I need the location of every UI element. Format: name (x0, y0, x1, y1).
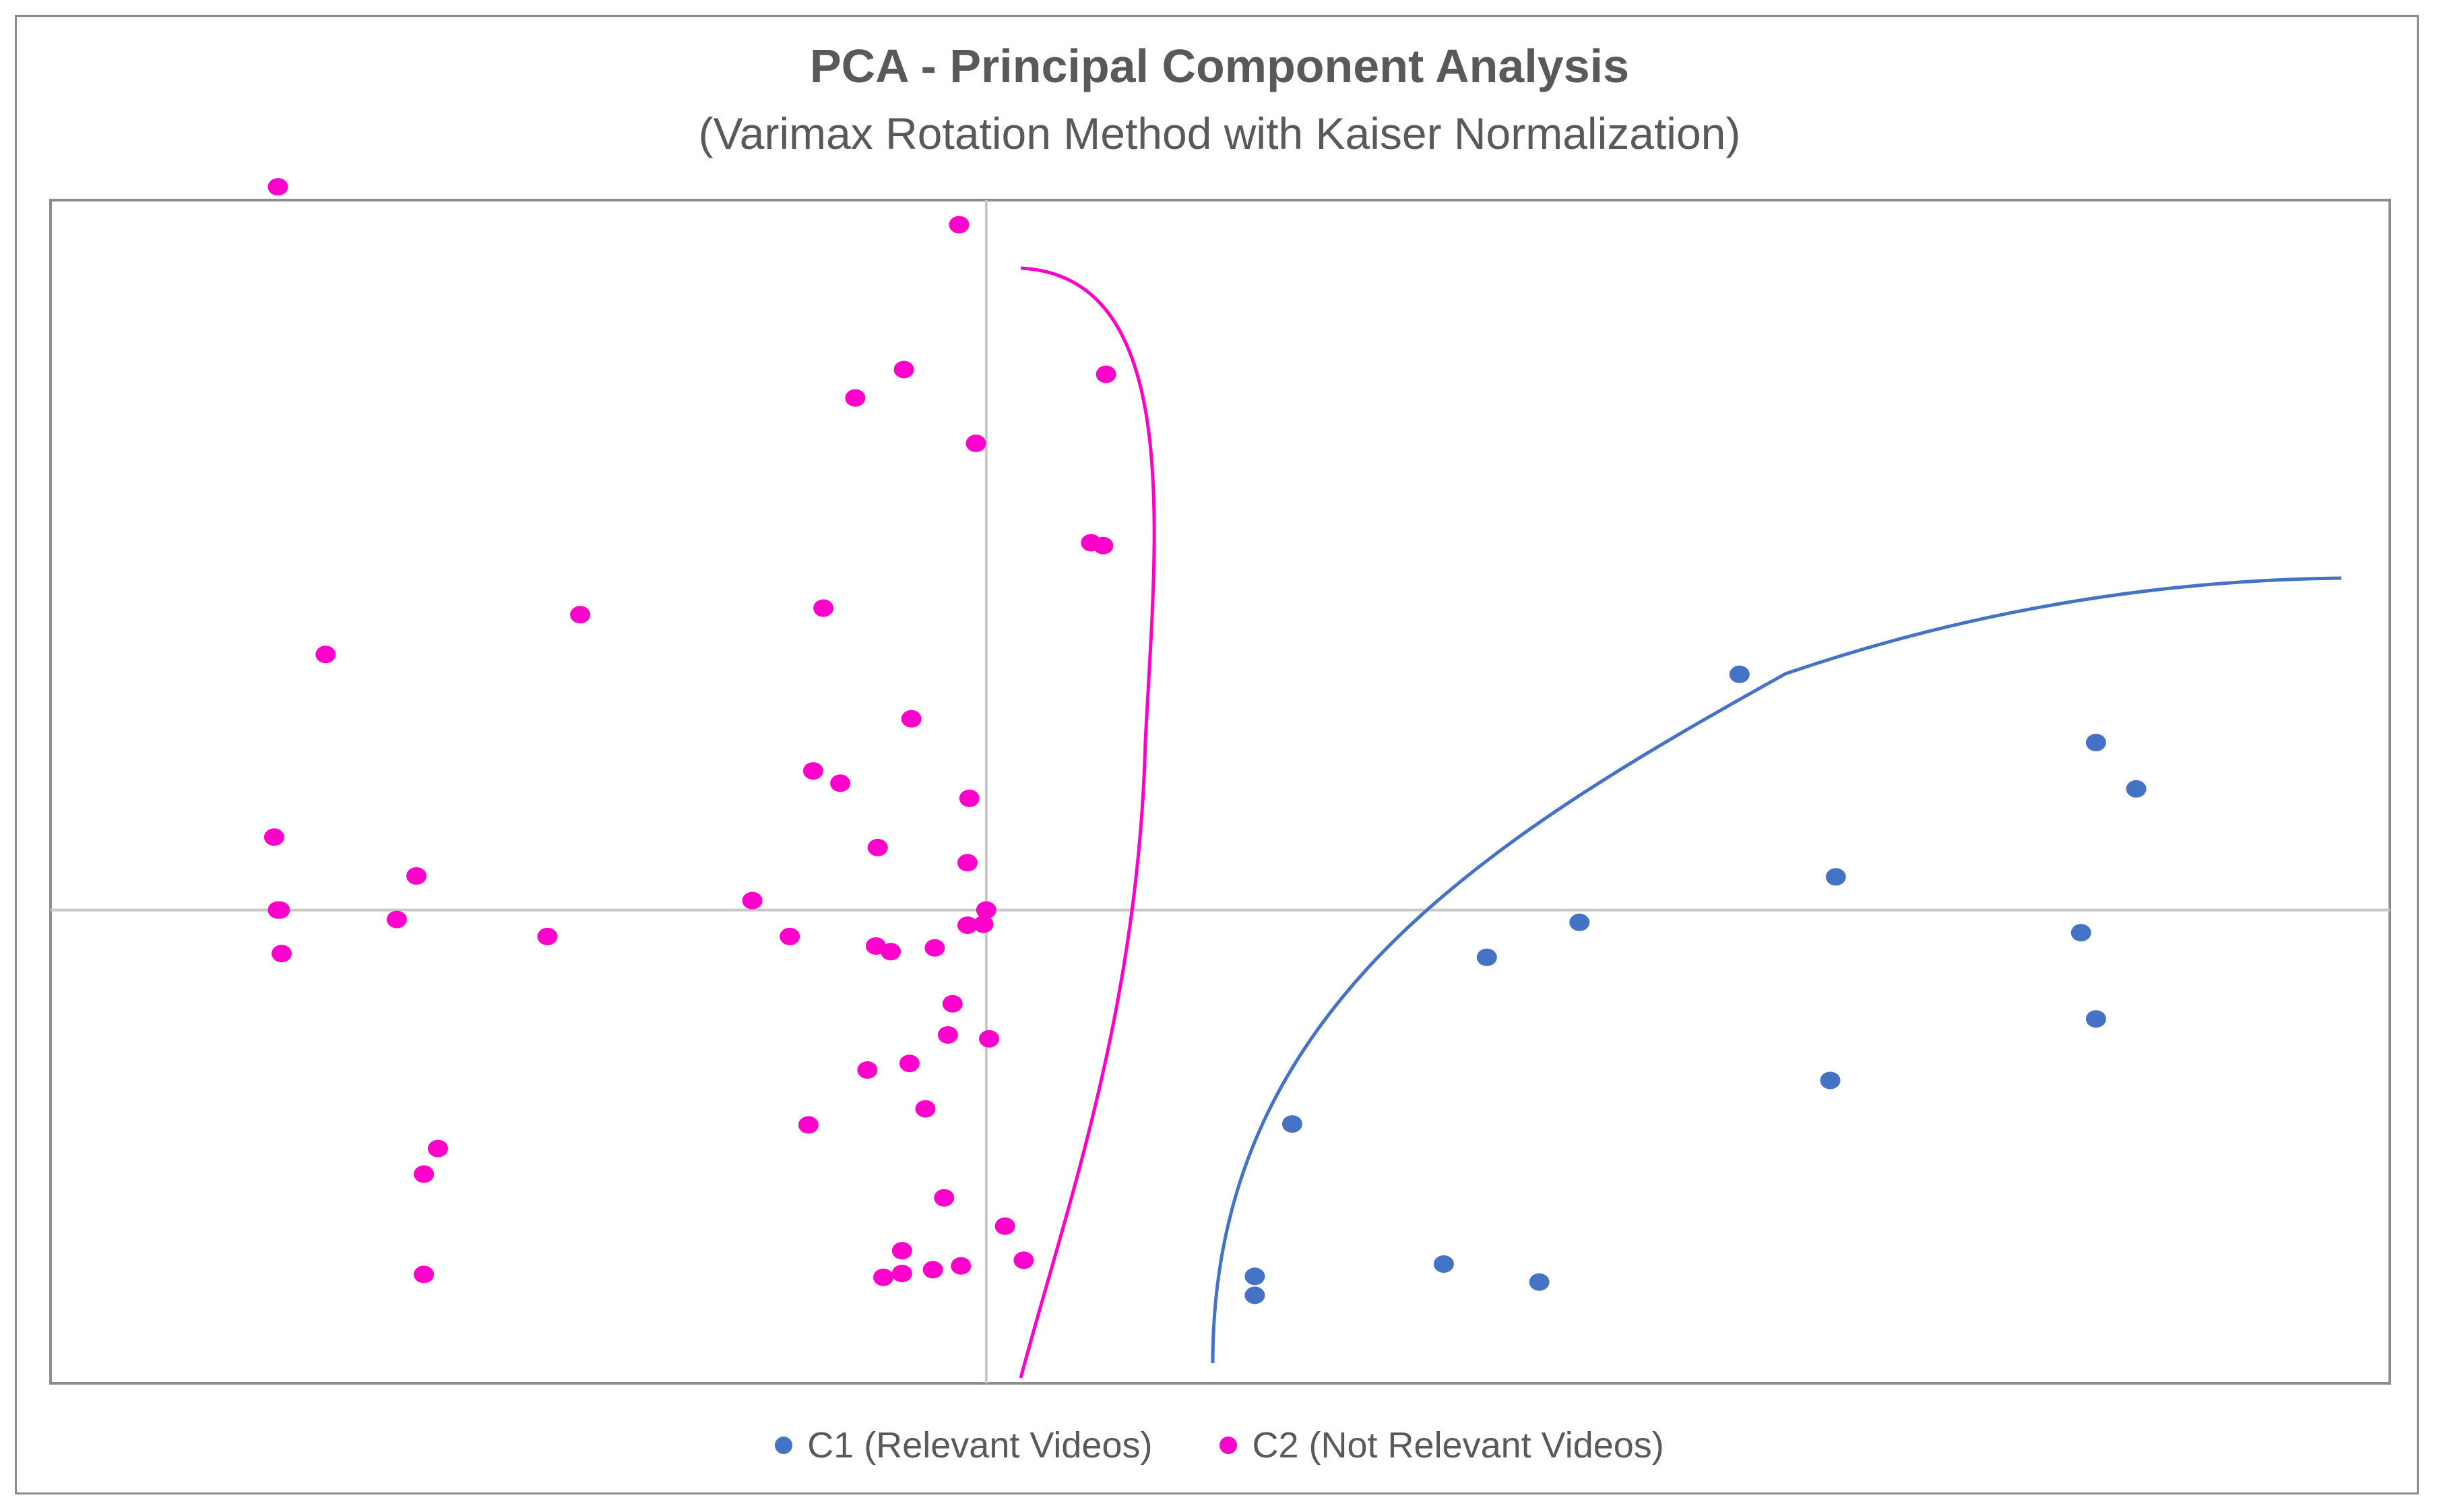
c2-point-29 (957, 916, 978, 935)
c2-point-42 (951, 1257, 972, 1275)
legend-label-c1: C1 (Relevant Videos) (807, 1425, 1153, 1466)
c2-point-49 (976, 901, 996, 919)
c2-point-14 (267, 178, 288, 196)
c2-point-24 (742, 891, 763, 910)
c2-point-46 (414, 1265, 435, 1284)
points-layer (263, 178, 2147, 1304)
c2-point-38 (428, 1139, 448, 1158)
c2-point-15 (570, 606, 591, 624)
c2-point-35 (857, 1061, 878, 1079)
c1-point-10 (2070, 924, 2091, 942)
c2-point-47 (994, 1217, 1015, 1235)
c2-point-39 (414, 1165, 435, 1183)
axes-layer (51, 200, 2390, 1383)
c2-point-23 (537, 927, 558, 945)
curves-layer (1019, 266, 2342, 1379)
c2-point-17 (263, 828, 284, 846)
c1-point-5 (1569, 913, 1590, 931)
c2-point-30 (973, 915, 994, 933)
c2-point-41 (891, 1242, 912, 1260)
c2-point-45 (873, 1268, 893, 1286)
c2-point-33 (979, 1030, 999, 1048)
c2-point-11 (959, 789, 980, 807)
c2-point-32 (937, 1026, 958, 1044)
c1-point-2 (1244, 1286, 1265, 1304)
c2-point-43 (922, 1261, 943, 1279)
c1-point-1 (1244, 1267, 1265, 1286)
c2-point-13 (957, 854, 978, 872)
c2-point-7 (813, 599, 834, 617)
legend-marker-c1 (775, 1437, 793, 1454)
c2-point-3 (1096, 365, 1116, 383)
c1-point-7 (1729, 665, 1750, 683)
c2-point-28 (924, 939, 945, 957)
legend-label-c2: C2 (Not Relevant Videos) (1252, 1425, 1664, 1466)
c1-point-0 (1281, 1115, 1302, 1133)
c2-point-25 (780, 927, 800, 945)
c2-point-40 (934, 1189, 955, 1207)
c2-point-27 (881, 943, 901, 961)
legend-item-c1[interactable]: C1 (Relevant Videos) (775, 1424, 1152, 1466)
c1-point-3 (1433, 1255, 1454, 1273)
c2-point-1 (893, 360, 914, 379)
c2-point-31 (942, 995, 963, 1013)
c2-point-0 (949, 216, 970, 234)
c2-point-20 (272, 945, 292, 963)
c2-point-48 (1013, 1251, 1034, 1269)
c2-point-4 (965, 435, 986, 452)
c2-boundary-curve (1019, 266, 1156, 1379)
chart-subtitle: (Varimax Rotation Method with Kaiser Nor… (698, 108, 1741, 158)
c2-point-18 (406, 867, 426, 885)
c1-point-8 (1825, 868, 1846, 886)
c2-point-12 (867, 838, 888, 856)
c2-point-9 (802, 762, 823, 780)
c2-point-10 (830, 774, 851, 792)
c1-point-6 (1529, 1273, 1550, 1291)
c2-point-34 (899, 1054, 920, 1073)
legend-item-c2[interactable]: C2 (Not Relevant Videos) (1220, 1424, 1664, 1466)
legend-marker-c2 (1220, 1437, 1238, 1454)
chart-title: PCA - Principal Component Analysis (809, 40, 1630, 92)
c1-point-13 (2085, 1010, 2106, 1028)
c2-point-2 (845, 389, 866, 407)
c1-point-4 (1476, 948, 1497, 966)
c1-point-9 (1820, 1071, 1841, 1090)
c2-point-37 (798, 1116, 819, 1134)
c1-point-12 (2126, 780, 2147, 798)
c2-point-36 (915, 1100, 936, 1118)
c2-point-22 (386, 910, 407, 928)
c1-point-11 (2085, 734, 2106, 751)
c2-point-21 (267, 901, 288, 919)
c2-point-8 (901, 710, 922, 728)
c2-point-44 (891, 1265, 912, 1282)
c2-point-16 (315, 645, 336, 664)
legend: C1 (Relevant Videos) C2 (Not Relevant Vi… (0, 1418, 2439, 1472)
c1-boundary-curve (1211, 576, 2342, 1364)
plot-area (49, 199, 2391, 1385)
c2-point-6 (1093, 536, 1114, 555)
